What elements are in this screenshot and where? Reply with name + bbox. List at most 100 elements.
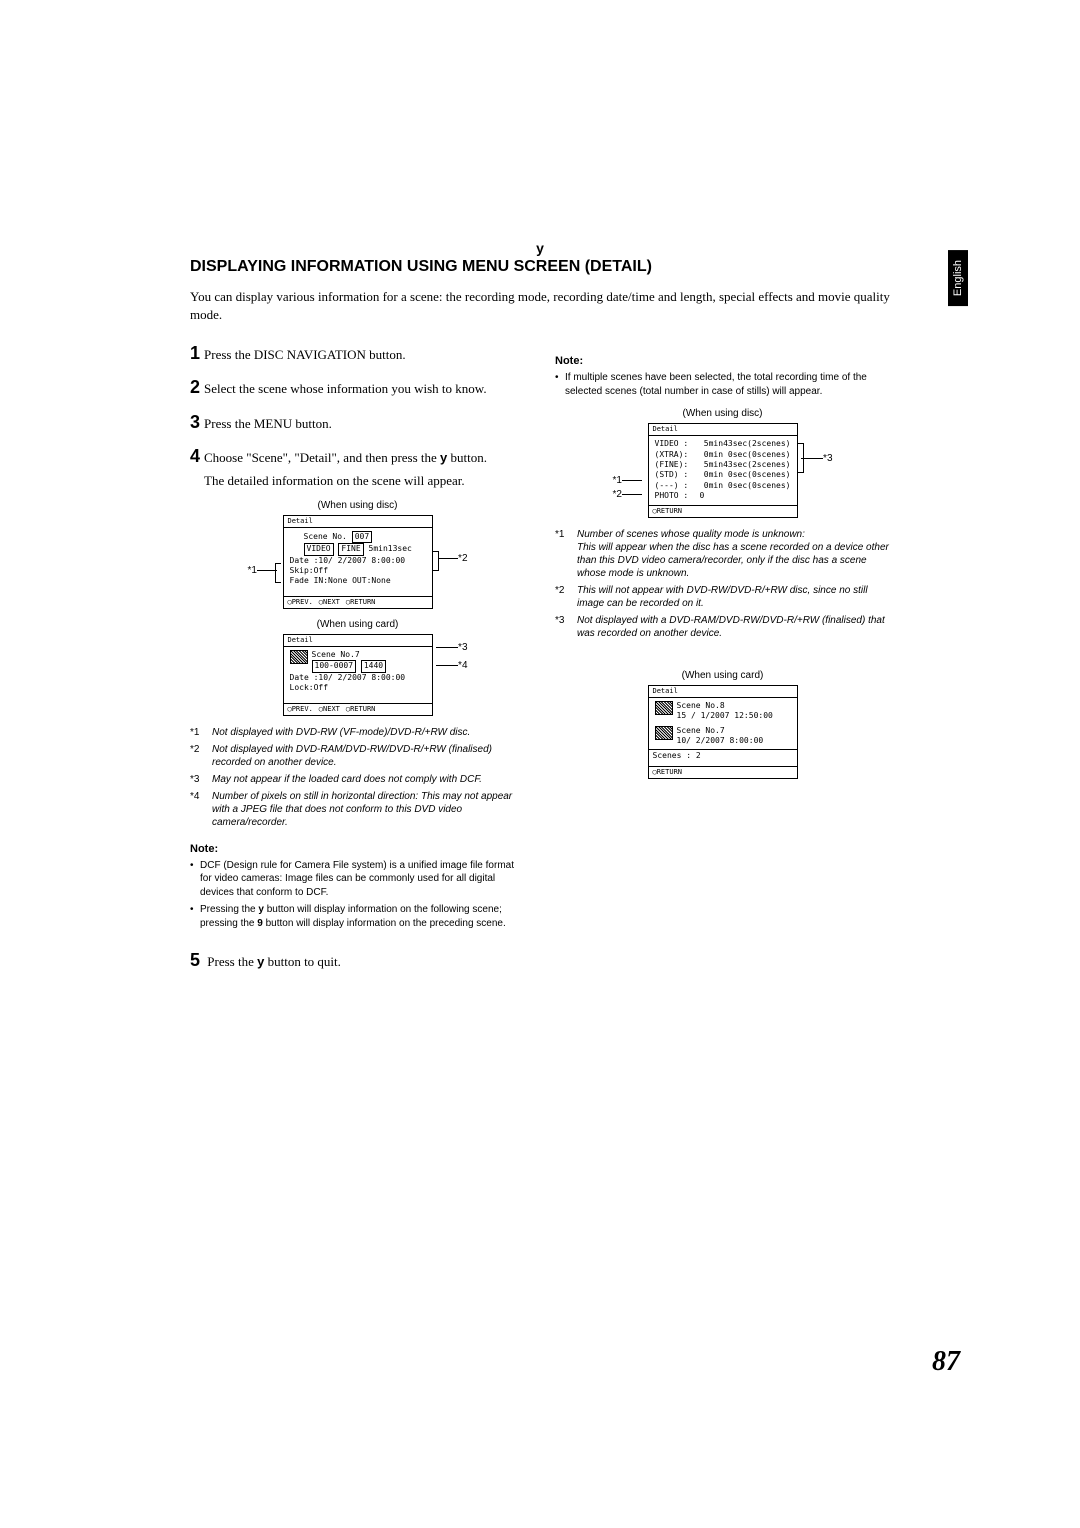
diagram-value: 5min13sec (369, 544, 412, 553)
diagram-header: Detail (649, 686, 797, 698)
summary-diagram-wrapper: Detail VIDEO :5min43sec(2scenes) (XTRA):… (613, 423, 833, 518)
step-text: button. (451, 450, 487, 465)
card-diagram-wrapper: Detail Scene No.7 100-0007 1440 Date :10… (248, 634, 468, 716)
footnote-key: *3 (555, 614, 577, 640)
diagram-line: Skip:Off (290, 566, 426, 576)
thumbnail-icon (290, 650, 308, 664)
diagram-line: Scene No.7 (312, 650, 360, 659)
step-text: Choose "Scene", "Detail", and then press… (204, 450, 437, 465)
step-number: 1 (190, 343, 200, 363)
diagram-footer: ◯RETURN (649, 766, 797, 778)
diagram-value: 1440 (361, 660, 386, 672)
page-title: DISPLAYING INFORMATION USING MENU SCREEN… (190, 258, 890, 276)
note-heading: Note: (555, 355, 890, 367)
step-4: 4 Choose "Scene", "Detail", and then pres… (190, 444, 525, 490)
card-summary-diagram: Detail Scene No.8 15 / 1/2007 12:50:00 S… (648, 685, 798, 779)
step-1: 1 Press the DISC NAVIGATION button. (190, 341, 525, 365)
footnote-key: *1 (555, 528, 577, 580)
diagram-value: 100-0007 (312, 660, 357, 672)
callout-marker: *1 (248, 565, 277, 576)
diagram-line: Date :10/ 2/2007 8:00:00 (290, 673, 426, 683)
step-2: 2 Select the scene whose information you … (190, 375, 525, 399)
diagram-value: VIDEO (304, 543, 334, 555)
diagram-caption: (When using card) (190, 619, 525, 630)
footnote-text: Not displayed with a DVD-RAM/DVD-RW/DVD-… (577, 614, 890, 640)
callout-marker: *3 (801, 453, 832, 464)
step-subtext: The detailed information on the scene wi… (204, 472, 525, 490)
diagram-header: Detail (284, 635, 432, 647)
glyph-icon: y (440, 450, 447, 465)
note-text: If multiple scenes have been selected, t… (565, 371, 890, 398)
note-item: •If multiple scenes have been selected, … (555, 371, 890, 398)
footnote-text: Number of pixels on still in horizontal … (212, 790, 525, 829)
language-tab: English (948, 250, 968, 306)
page-content: y DISPLAYING INFORMATION USING MENU SCRE… (190, 240, 890, 983)
note-text: Pressing the y button will display infor… (200, 903, 525, 930)
step-text: Select the scene whose information you w… (204, 381, 487, 396)
right-footnotes: *1Number of scenes whose quality mode is… (555, 528, 890, 640)
diagram-line: Scenes : 2 (649, 749, 797, 762)
footnote-text: Not displayed with DVD-RW (VF-mode)/DVD-… (212, 726, 470, 739)
diagram-caption: (When using disc) (555, 408, 890, 419)
diagram-line: 15 / 1/2007 12:50:00 (677, 711, 773, 721)
footnote-key: *4 (190, 790, 212, 829)
footnote-key: *3 (190, 773, 212, 786)
footnote-text: Not displayed with DVD-RAM/DVD-RW/DVD-R/… (212, 743, 525, 769)
footnote-key: *2 (555, 584, 577, 610)
glyph-icon: y (257, 954, 264, 969)
note-heading: Note: (190, 843, 525, 855)
note-text: DCF (Design rule for Camera File system)… (200, 859, 525, 900)
footnote-key: *2 (190, 743, 212, 769)
card-detail-diagram: Detail Scene No.7 100-0007 1440 Date :10… (283, 634, 433, 716)
step-5: 5 Press the y button to quit. (190, 948, 525, 972)
diagram-line: Scene No.7 (677, 726, 764, 736)
step-number: 4 (190, 446, 200, 466)
callout-marker: *2 (438, 553, 467, 564)
glyph-icon: 9 (257, 918, 263, 929)
right-column: Note: •If multiple scenes have been sele… (555, 341, 890, 982)
note-item: • Pressing the y button will display inf… (190, 903, 525, 930)
callout-marker: *4 (436, 660, 467, 671)
callout-marker: *1 (613, 475, 642, 486)
glyph-icon: y (258, 904, 264, 915)
diagram-footer: ◯RETURN (649, 505, 797, 517)
diagram-value: FINE (338, 543, 363, 555)
diagram-line: 10/ 2/2007 8:00:00 (677, 736, 764, 746)
step-text: Press the MENU button. (204, 416, 332, 431)
diagram-line: Date :10/ 2/2007 8:00:00 (290, 556, 426, 566)
diagram-header: Detail (284, 516, 432, 528)
diagram-value: 007 (352, 531, 372, 543)
disc-diagram-wrapper: Detail Scene No. 007 VIDEO FINE 5min13se… (248, 515, 468, 609)
diagram-line: Scene No.8 (677, 701, 773, 711)
diagram-caption: (When using disc) (190, 500, 525, 511)
left-footnotes: *1Not displayed with DVD-RW (VF-mode)/DV… (190, 726, 525, 829)
footnote-text: May not appear if the loaded card does n… (212, 773, 482, 786)
thumbnail-icon (655, 701, 673, 715)
diagram-line: Fade IN:None OUT:None (290, 576, 426, 586)
footnote-text: This will not appear with DVD-RW/DVD-R/+… (577, 584, 890, 610)
left-column: 1 Press the DISC NAVIGATION button. 2 Sele… (190, 341, 525, 982)
callout-marker: *2 (613, 489, 642, 500)
step-text: button to quit. (268, 954, 341, 969)
footnote-text: Number of scenes whose quality mode is u… (577, 528, 890, 580)
intro-text: You can display various information for … (190, 288, 890, 323)
footnote-key: *1 (190, 726, 212, 739)
step-text: Press the (207, 954, 254, 969)
diagram-line: Scene No. (304, 532, 347, 541)
diagram-header: Detail (649, 424, 797, 436)
callout-marker: *3 (436, 642, 467, 653)
page-number: 87 (932, 1346, 960, 1378)
diagram-footer: ◯PREV. ◯NEXT ◯RETURN (284, 596, 432, 608)
note-item: •DCF (Design rule for Camera File system… (190, 859, 525, 900)
step-number: 5 (190, 950, 200, 970)
diagram-caption: (When using card) (555, 670, 890, 681)
thumbnail-icon (655, 726, 673, 740)
step-text: Press the DISC NAVIGATION button. (204, 347, 406, 362)
title-icon: y (190, 240, 890, 256)
step-number: 2 (190, 377, 200, 397)
disc-summary-diagram: Detail VIDEO :5min43sec(2scenes) (XTRA):… (648, 423, 798, 518)
diagram-footer: ◯PREV. ◯NEXT ◯RETURN (284, 703, 432, 715)
step-3: 3Press the MENU button. (190, 410, 525, 434)
diagram-line: Lock:Off (290, 683, 426, 693)
disc-detail-diagram: Detail Scene No. 007 VIDEO FINE 5min13se… (283, 515, 433, 609)
